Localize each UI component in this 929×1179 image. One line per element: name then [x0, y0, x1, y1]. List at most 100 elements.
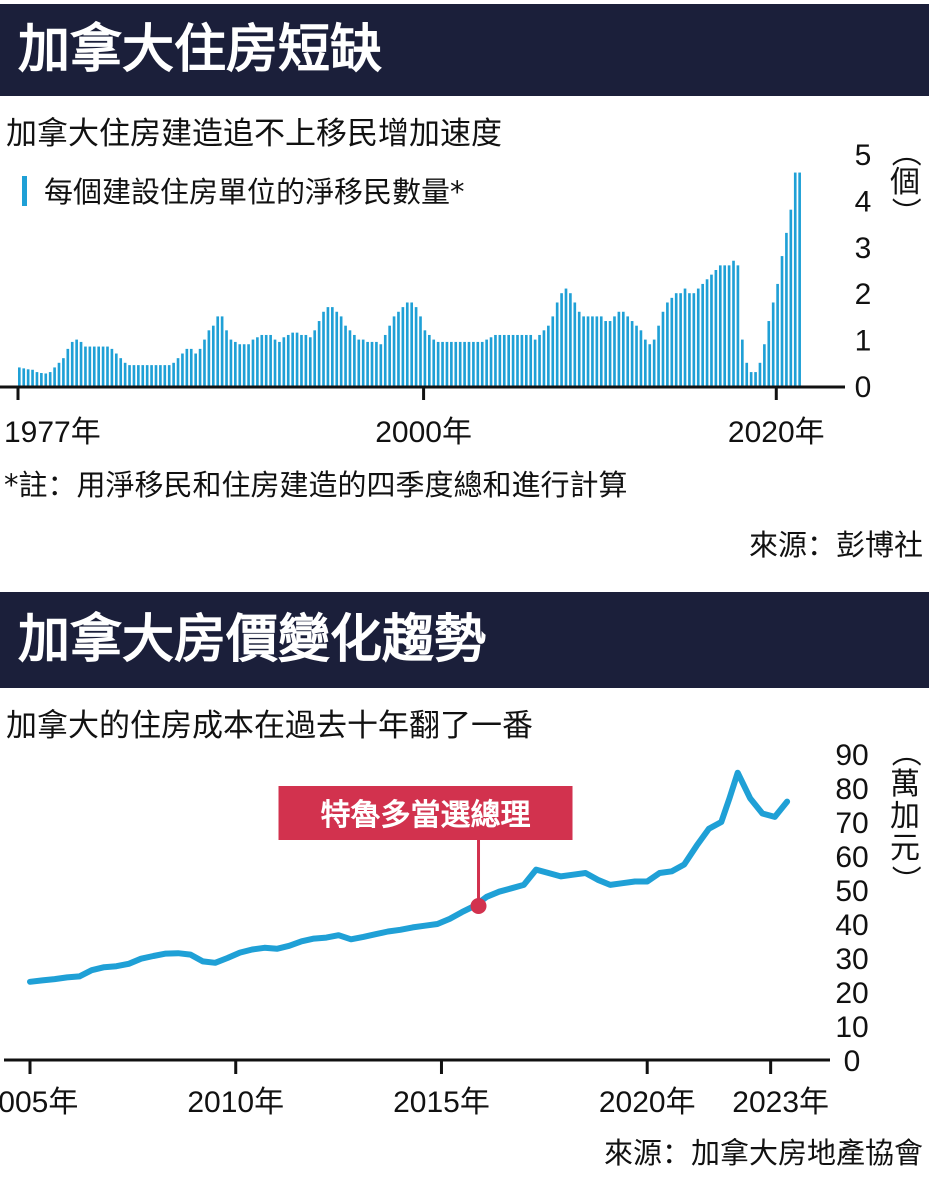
chart1-y-ticks: 0 1 2 3 4 5 [855, 139, 872, 404]
bar [498, 334, 502, 386]
bar [648, 344, 652, 386]
bar [547, 325, 550, 386]
bar [119, 358, 123, 386]
bar [331, 307, 334, 386]
bar [467, 341, 471, 386]
bar [732, 260, 735, 386]
bar [450, 341, 453, 386]
bar [502, 334, 506, 386]
bar [282, 337, 286, 386]
bar [185, 348, 189, 386]
y-tick-label: 30 [835, 943, 868, 976]
bar [211, 325, 215, 386]
bar [198, 348, 202, 386]
bar [62, 358, 65, 386]
y-tick-label: 5 [855, 139, 872, 172]
bar [591, 316, 594, 386]
y-tick-label: 3 [855, 232, 872, 265]
bar [454, 341, 458, 386]
bar [53, 367, 56, 386]
bar [392, 316, 396, 386]
bar [128, 365, 131, 386]
x-tick-label: 2020年 [599, 1086, 696, 1119]
y-tick-label: 10 [835, 1011, 868, 1044]
bar [207, 330, 211, 386]
bar [657, 325, 660, 386]
bar [511, 334, 515, 386]
bar [357, 339, 361, 386]
bar [696, 288, 700, 386]
y-tick-label: 90 [835, 739, 868, 772]
bar [203, 339, 206, 386]
bar [322, 311, 325, 386]
bar [167, 365, 171, 386]
bar [763, 344, 766, 386]
bar [551, 316, 555, 386]
bar [767, 321, 771, 386]
bar [445, 341, 449, 386]
bar [608, 321, 612, 386]
bar [516, 334, 519, 386]
bar [251, 339, 255, 386]
annotation-box [278, 786, 573, 840]
bar [432, 339, 436, 386]
y-tick-label: 0 [855, 371, 872, 404]
bar [652, 339, 656, 386]
bar [710, 274, 713, 386]
y-tick-label: 60 [835, 841, 868, 874]
bar [458, 341, 462, 386]
bar [388, 325, 391, 386]
bar [758, 362, 762, 386]
bar [701, 283, 704, 386]
bar [348, 330, 352, 386]
bar [57, 362, 61, 386]
y-tick-label: 40 [835, 909, 868, 942]
bar [35, 372, 39, 386]
x-tick-label: 2005年 [0, 1086, 78, 1119]
bar [436, 341, 440, 386]
bar [428, 334, 431, 386]
chart1-legend: 每個建設住房單位的淨移民數量* [22, 175, 465, 209]
unit-char: （ [887, 137, 922, 167]
bar [366, 341, 369, 386]
bar [441, 341, 444, 386]
bar [397, 311, 400, 386]
y-tick-label: 0 [844, 1045, 861, 1078]
bar [630, 321, 634, 386]
bar [666, 302, 669, 386]
chart2-series [27, 769, 791, 985]
bar [295, 332, 299, 386]
legend-swatch [22, 176, 27, 206]
y-tick-label: 2 [855, 278, 872, 311]
bar [278, 341, 281, 386]
chart1-unit-label: （個） [887, 137, 922, 227]
y-tick-label: 80 [835, 773, 868, 806]
legend-label: 每個建設住房單位的淨移民數量* [44, 175, 465, 209]
bar [379, 344, 383, 386]
bar [229, 339, 233, 386]
bar [727, 265, 731, 386]
bar [472, 341, 475, 386]
bar [26, 369, 30, 386]
unit-char: 加 [890, 799, 920, 834]
bar [780, 256, 784, 386]
bar [159, 365, 162, 386]
bar [789, 209, 793, 386]
section1-title: 加拿大住房短缺 [0, 4, 929, 96]
bar [480, 341, 484, 386]
bar [705, 279, 709, 386]
bar [123, 362, 127, 386]
chart2-unit-label: （萬加元） [887, 737, 922, 895]
bar [617, 311, 621, 386]
annotation-dot [470, 897, 487, 914]
bar [723, 265, 727, 386]
bar [564, 288, 568, 386]
bar [485, 339, 488, 386]
bar [286, 334, 290, 386]
bar [48, 372, 52, 386]
bar [560, 293, 563, 386]
bar [304, 334, 308, 386]
bar [538, 334, 541, 386]
y-tick-label: 20 [835, 977, 868, 1010]
bar [137, 365, 140, 386]
